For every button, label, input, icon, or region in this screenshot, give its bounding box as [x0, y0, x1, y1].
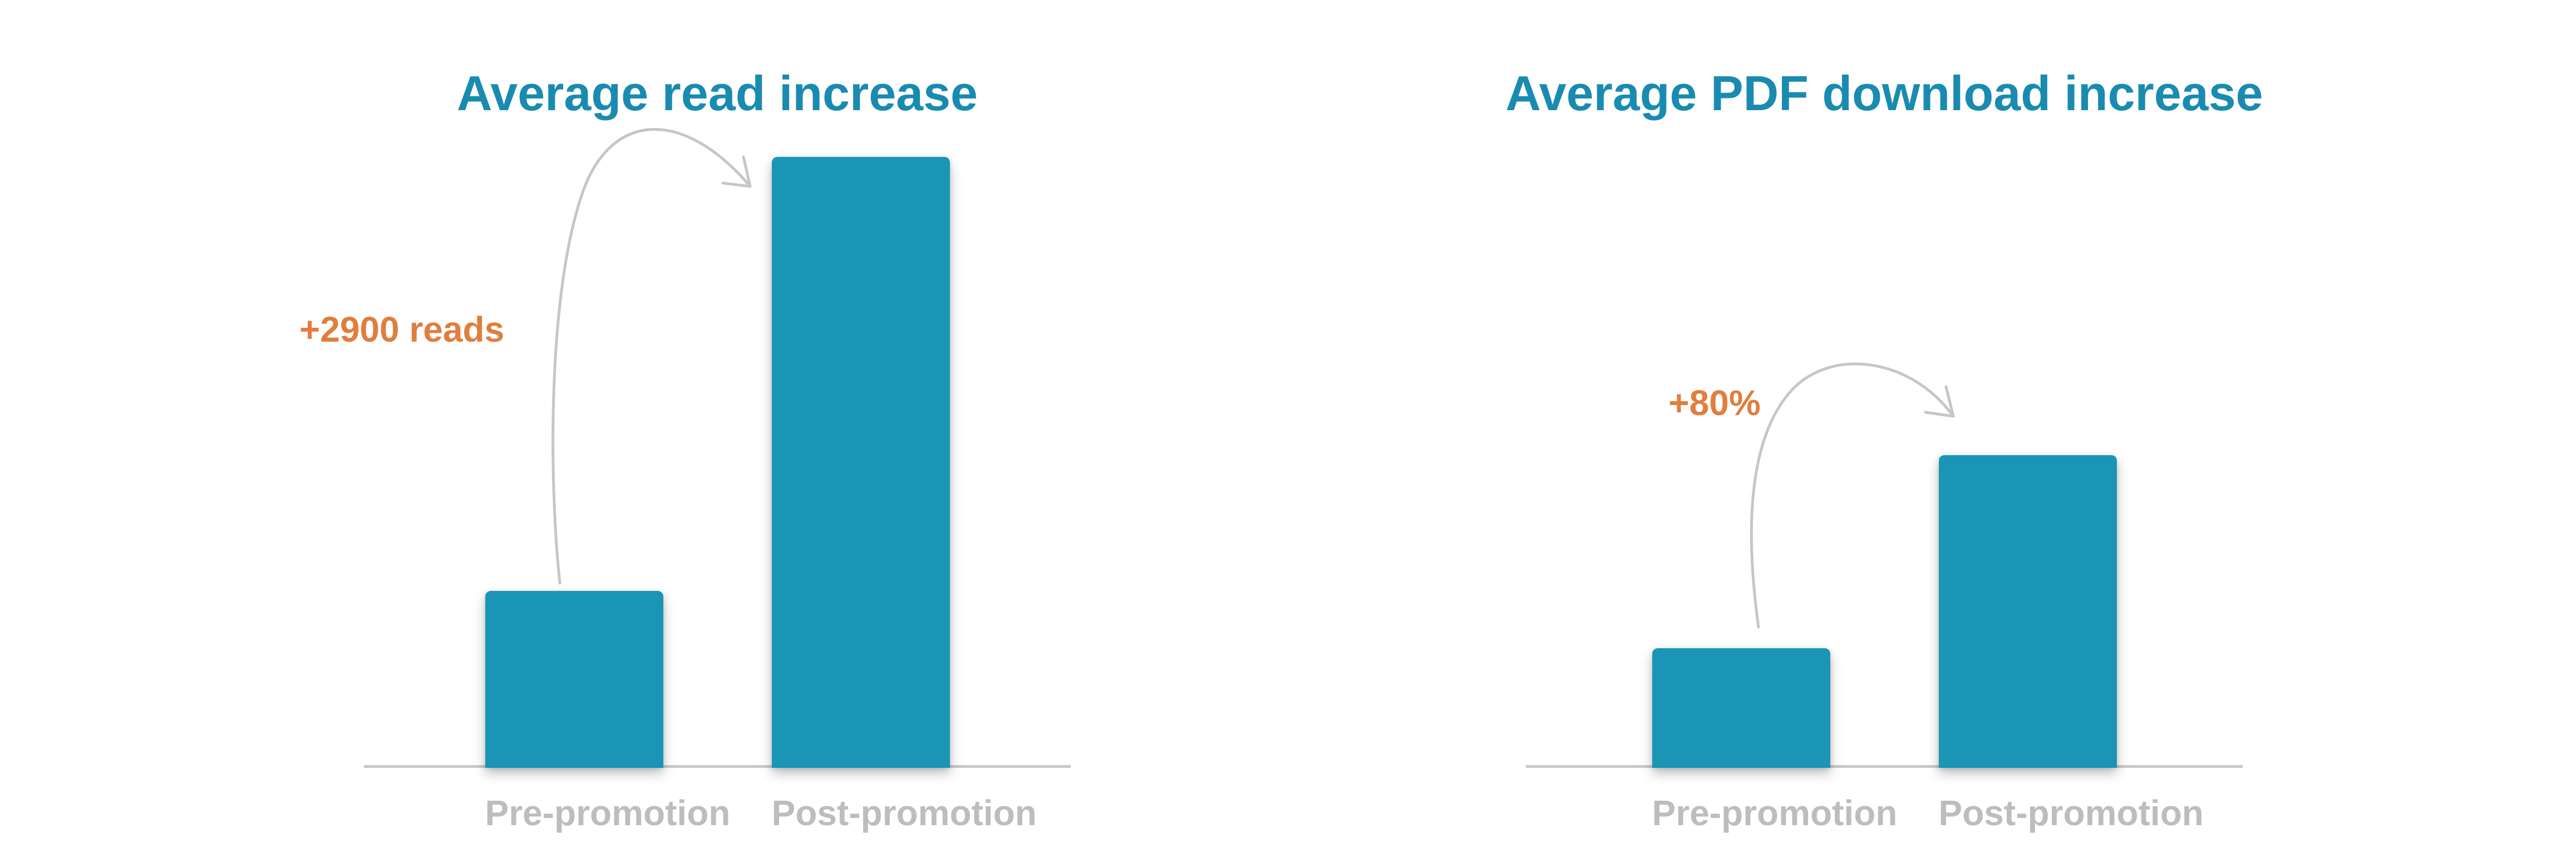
chart-read-increase: Average read increase +2900 reads Pre-pr… [299, 0, 1071, 853]
bar-post-promotion [771, 157, 950, 768]
increase-annotation: +2900 reads [299, 309, 505, 349]
increase-annotation: +80% [1668, 383, 1761, 423]
chart-title: Average PDF download increase [1505, 66, 2263, 121]
chart-title: Average read increase [457, 66, 978, 121]
category-labels: Pre-promotion Post-promotion [364, 793, 1071, 833]
bar-post-promotion [1938, 455, 2117, 768]
category-label-post: Post-promotion [1938, 793, 2204, 833]
bar-pre-promotion [1652, 648, 1830, 768]
category-label-post: Post-promotion [771, 793, 1037, 833]
category-labels: Pre-promotion Post-promotion [1526, 793, 2243, 833]
bars [1526, 455, 2243, 768]
chart-pdf-download-increase: Average PDF download increase +80% Pre-p… [1505, 0, 2263, 853]
category-label-pre: Pre-promotion [485, 793, 731, 833]
category-label-pre: Pre-promotion [1652, 793, 1898, 833]
bar-pre-promotion [485, 591, 663, 768]
bars [364, 157, 1071, 768]
x-axis-line [364, 765, 1071, 768]
x-axis-line [1526, 765, 2243, 768]
